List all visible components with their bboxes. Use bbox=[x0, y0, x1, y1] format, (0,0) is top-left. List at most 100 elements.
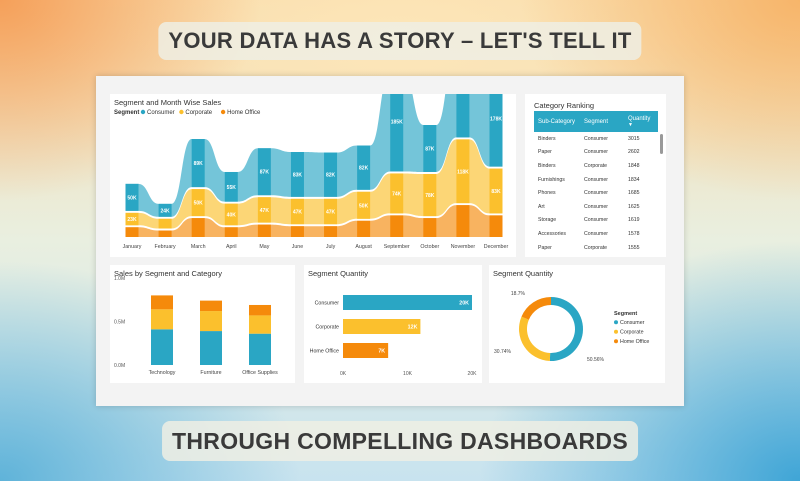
y-tick-label: 0.0M bbox=[114, 363, 125, 369]
bar-corporate bbox=[343, 319, 421, 334]
bar-consumer bbox=[191, 139, 205, 188]
cell-subcategory: Furnishings bbox=[538, 176, 565, 183]
cell-subcategory: Phones bbox=[538, 190, 556, 197]
sales-seg-cat-panel: Sales by Segment and Category 1.0M 0.5M 0.… bbox=[110, 265, 295, 383]
cell-segment: Corporate bbox=[584, 162, 608, 169]
bar-home-office bbox=[290, 226, 304, 237]
table-row[interactable]: Furnishings Consumer 1834 bbox=[534, 173, 658, 187]
data-label: 23K bbox=[127, 217, 137, 223]
col-header-segment[interactable]: Segment bbox=[584, 118, 609, 125]
table-row[interactable]: Paper Consumer 2602 bbox=[534, 146, 658, 160]
legend-label-consumer: Consumer bbox=[620, 320, 645, 326]
cell-segment: Consumer bbox=[584, 203, 608, 210]
cell-subcategory: Storage bbox=[538, 217, 557, 224]
data-label: 12K bbox=[408, 325, 418, 331]
ranking-table-body: Binders Consumer 3015 Paper Consumer 2602 Bind… bbox=[534, 132, 658, 254]
data-label: 50K bbox=[127, 195, 137, 201]
bar-consumer bbox=[290, 152, 304, 197]
bar-corporate bbox=[125, 212, 139, 226]
data-label: 78K bbox=[425, 193, 435, 199]
data-label: 20K bbox=[459, 301, 469, 307]
bar-corporate bbox=[357, 191, 371, 219]
bar-corporate bbox=[489, 168, 503, 214]
x-tick-label: March bbox=[191, 244, 206, 250]
data-label: 18.7% bbox=[511, 291, 526, 297]
data-label: 87K bbox=[425, 146, 435, 152]
slice-home-office bbox=[521, 297, 551, 320]
bar-technology-consumer bbox=[151, 329, 173, 365]
ribbon-consumer bbox=[125, 94, 503, 217]
col-header-quantity-label: Quantity bbox=[628, 115, 651, 122]
data-label: 30.74% bbox=[494, 349, 512, 355]
legend-title: Segment bbox=[114, 110, 139, 116]
legend-label-corporate: Corporate bbox=[185, 110, 212, 116]
legend-label-corporate: Corporate bbox=[620, 330, 644, 336]
bar-home-office bbox=[257, 224, 271, 237]
legend-marker-consumer bbox=[140, 109, 146, 115]
x-tick-label: June bbox=[292, 244, 304, 250]
bar-corporate bbox=[158, 218, 172, 229]
ranking-scrollbar[interactable] bbox=[660, 134, 663, 154]
x-tick-label: November bbox=[451, 244, 476, 250]
category-ranking-title: Category Ranking bbox=[534, 101, 595, 110]
bar-home-office bbox=[423, 218, 437, 237]
legend-marker-home-office bbox=[220, 109, 226, 115]
table-row[interactable]: Paper Corporate 1555 bbox=[534, 241, 658, 255]
x-tick-label: September bbox=[384, 244, 410, 250]
data-label: 24K bbox=[160, 208, 170, 214]
data-label: 83K bbox=[293, 172, 303, 178]
x-tick-label: May bbox=[259, 244, 269, 250]
bar-home-office bbox=[125, 227, 139, 237]
table-row[interactable]: Accessories Consumer 1578 bbox=[534, 227, 658, 241]
cell-segment: Consumer bbox=[584, 190, 608, 197]
y-tick-label: Home Office bbox=[310, 349, 339, 355]
sales-seg-cat-title: Sales by Segment and Category bbox=[114, 269, 222, 278]
col-header-quantity[interactable]: Quantity ▼ bbox=[628, 116, 658, 128]
bar-corporate bbox=[324, 198, 338, 225]
y-tick-label: Consumer bbox=[315, 301, 340, 307]
bar-office-supplies-corporate bbox=[249, 315, 271, 334]
segment-quantity-donut-chart: 50.56% 30.74% 18.7% Segment Consumer Corporat… bbox=[494, 291, 649, 363]
x-tick-label: Furniture bbox=[200, 370, 221, 376]
table-row[interactable]: Binders Consumer 3015 bbox=[534, 132, 658, 146]
table-row[interactable]: Art Consumer 1625 bbox=[534, 200, 658, 214]
bar-home-office bbox=[343, 343, 389, 358]
bar-consumer bbox=[489, 94, 503, 167]
col-header-subcategory[interactable]: Sub-Category bbox=[538, 118, 576, 125]
x-tick-label: Technology bbox=[149, 370, 176, 376]
x-tick-label: February bbox=[154, 244, 176, 250]
bar-consumer bbox=[158, 203, 172, 217]
x-tick-label: April bbox=[226, 244, 237, 250]
segment-month-title: Segment and Month Wise Sales bbox=[114, 98, 222, 107]
cell-subcategory: Accessories bbox=[538, 230, 566, 237]
bar-corporate bbox=[290, 198, 304, 225]
sales-seg-cat-chart: 1.0M 0.5M 0.0M Technology Furniture Office Su… bbox=[114, 276, 278, 376]
segment-month-panel: Segment and Month Wise Sales Segment Cons… bbox=[110, 94, 516, 257]
legend-marker-consumer bbox=[614, 320, 618, 325]
ranking-table-header: Sub-Category Segment Quantity ▼ bbox=[534, 111, 658, 132]
x-tick-label: August bbox=[355, 244, 372, 250]
bar-consumer bbox=[257, 148, 271, 196]
data-label: 7K bbox=[378, 349, 385, 355]
y-tick-label: 0.5M bbox=[114, 320, 125, 326]
headline-banner: YOUR DATA HAS A STORY – LET'S TELL IT bbox=[158, 22, 642, 60]
bar-home-office bbox=[158, 230, 172, 237]
cell-quantity: 1578 bbox=[628, 230, 640, 237]
bar-furniture-home-office bbox=[200, 300, 222, 312]
bar-consumer bbox=[357, 145, 371, 190]
segment-quantity-bar-panel: Segment Quantity Consumer 20K Corporate 12K… bbox=[304, 265, 482, 383]
bar-furniture-corporate bbox=[200, 311, 222, 332]
table-row[interactable]: Phones Consumer 1685 bbox=[534, 186, 658, 200]
cell-subcategory: Paper bbox=[538, 149, 552, 156]
legend-marker-corporate bbox=[179, 109, 184, 115]
x-tick-label: October bbox=[420, 244, 439, 250]
bar-technology-home-office bbox=[151, 295, 173, 310]
table-row[interactable]: Binders Corporate 1848 bbox=[534, 159, 658, 173]
table-row[interactable]: Storage Consumer 1619 bbox=[534, 214, 658, 228]
cell-quantity: 1685 bbox=[628, 190, 640, 197]
data-label: 50K bbox=[194, 201, 204, 207]
segment-quantity-bar-title: Segment Quantity bbox=[308, 269, 369, 278]
x-tick-label: 10K bbox=[403, 371, 413, 377]
cell-quantity: 1848 bbox=[628, 162, 640, 169]
data-label: 47K bbox=[260, 208, 270, 214]
